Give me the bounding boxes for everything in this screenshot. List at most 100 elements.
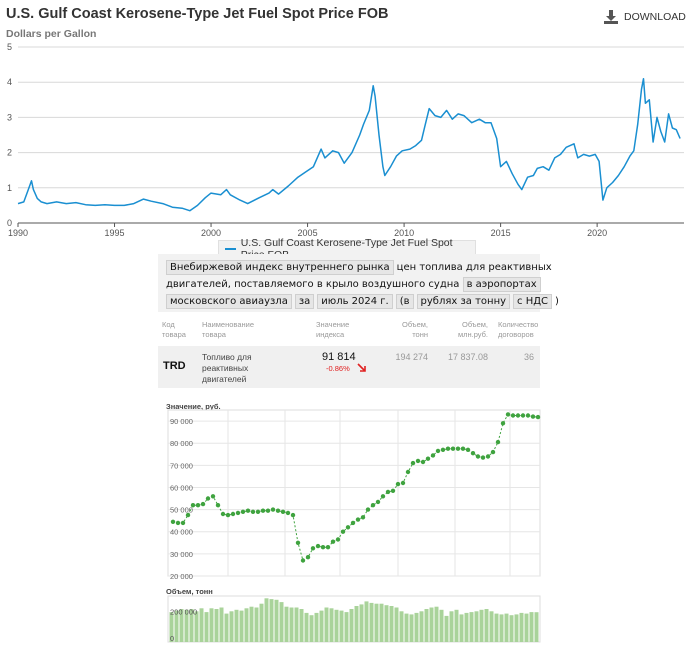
index-point	[270, 507, 276, 512]
index-point	[255, 509, 261, 514]
index-point	[290, 512, 296, 518]
table-row[interactable]	[158, 346, 540, 388]
header-text: цен топлива для реактивных	[396, 262, 552, 273]
chip-for[interactable]: за	[294, 294, 315, 309]
volume-bar	[414, 612, 419, 642]
volume-bar	[319, 610, 324, 642]
chip-currency[interactable]: рублях за тонну	[416, 294, 511, 309]
chip-period[interactable]: июль 2024 г.	[317, 294, 393, 309]
volume-bar	[304, 612, 309, 642]
volume-bar	[234, 609, 239, 642]
index-point	[260, 508, 266, 513]
index-header-line-1: Внебиржевой индекс внутреннего рынка цен …	[166, 260, 552, 275]
x-tick-label: 2010	[394, 228, 414, 238]
volume-bar	[254, 607, 259, 642]
index-point	[305, 555, 311, 560]
row-name-l1: Топливо для	[202, 352, 252, 362]
x-tick-label: 1990	[8, 228, 28, 238]
download-button[interactable]: DOWNLOAD	[604, 10, 686, 24]
index-point	[235, 510, 241, 516]
volume-bar	[514, 614, 519, 642]
index-point	[285, 510, 291, 516]
y-tick-label: 2	[7, 148, 12, 158]
index-chart-title: Значение, руб.	[166, 402, 221, 411]
index-point	[175, 520, 181, 526]
volume-bar	[269, 599, 274, 642]
index-point	[170, 519, 176, 524]
col-volume-rub-header: Объем, млн.руб.	[450, 320, 488, 340]
volume-bar	[464, 612, 469, 642]
chip-hub[interactable]: московского авиаузла	[166, 294, 292, 309]
row-name: Топливо для реактивных двигателей	[202, 352, 252, 385]
col-value-l2: индекса	[316, 330, 345, 339]
volume-bar-chart: Объем, тонн 0 200 000	[166, 587, 541, 643]
col-volume-rub-l1: Объем,	[462, 320, 488, 329]
index-point	[250, 509, 256, 514]
y-tick-label: 70 000	[170, 461, 193, 470]
index-point	[445, 446, 451, 451]
volume-bar	[469, 612, 474, 642]
volume-bar	[229, 611, 234, 642]
x-tick-label: 2000	[201, 228, 221, 238]
volume-bar	[499, 614, 504, 642]
volume-bar	[384, 605, 389, 642]
volume-bar	[334, 609, 339, 642]
index-point	[530, 414, 536, 419]
index-point	[460, 446, 466, 451]
volume-bar	[389, 606, 394, 642]
col-volume-rub-l2: млн.руб.	[457, 330, 488, 339]
chip-location[interactable]: в аэропортах	[462, 277, 541, 292]
chip-vat[interactable]: с НДС	[513, 294, 553, 309]
volume-bar	[459, 614, 464, 642]
row-contracts: 36	[523, 352, 534, 362]
volume-chart-title: Объем, тонн	[166, 587, 213, 596]
index-point	[505, 412, 511, 417]
volume-bar	[359, 604, 364, 642]
index-point	[240, 509, 246, 514]
row-change: -0.86%	[326, 364, 350, 373]
col-contracts-l1: Количество	[498, 320, 539, 329]
volume-bar	[344, 612, 349, 642]
volume-bar	[369, 602, 374, 642]
volume-bar	[294, 607, 299, 642]
volume-bar	[199, 608, 204, 642]
volume-bar	[364, 601, 369, 642]
y-tick-label: 20 000	[170, 572, 193, 581]
chip-index-type[interactable]: Внебиржевой индекс внутреннего рынка	[166, 260, 394, 275]
volume-bar	[419, 611, 424, 642]
volume-bar	[424, 609, 429, 642]
index-point	[180, 520, 186, 526]
chip-in[interactable]: (в	[395, 294, 414, 309]
download-label: DOWNLOAD	[624, 11, 686, 23]
y-tick-label: 3	[7, 112, 12, 122]
index-point	[350, 520, 356, 526]
index-point	[420, 459, 426, 465]
volume-bar	[504, 613, 509, 642]
volume-bar	[249, 606, 254, 642]
volume-bar	[184, 609, 189, 642]
index-point	[515, 413, 521, 418]
volume-bar	[214, 609, 219, 642]
volume-bar	[529, 612, 534, 642]
volume-bar	[219, 607, 224, 642]
page-title: U.S. Gulf Coast Kerosene-Type Jet Fuel S…	[6, 6, 389, 22]
volume-bar	[194, 611, 199, 642]
index-point	[225, 512, 231, 518]
y-tick-label: 80 000	[170, 439, 193, 448]
index-point	[325, 545, 331, 550]
index-point	[295, 540, 301, 545]
y-tick-label: 50 000	[170, 506, 193, 515]
index-value-chart: Значение, руб. 20 000 30 000 40 000 50 000 60…	[166, 402, 541, 581]
col-name-l2: товара	[202, 330, 226, 339]
index-point	[365, 507, 371, 512]
header-text: двигателей, поставляемого в крыло воздуш…	[166, 279, 460, 290]
index-point	[425, 456, 431, 461]
col-code-l2: товара	[162, 330, 186, 339]
row-code: TRD	[163, 360, 186, 372]
index-point	[400, 480, 406, 486]
index-point	[220, 511, 226, 517]
index-point	[485, 454, 491, 459]
index-point	[385, 489, 391, 495]
row-name-l3: двигателей	[202, 374, 247, 384]
volume-bar	[259, 603, 264, 642]
